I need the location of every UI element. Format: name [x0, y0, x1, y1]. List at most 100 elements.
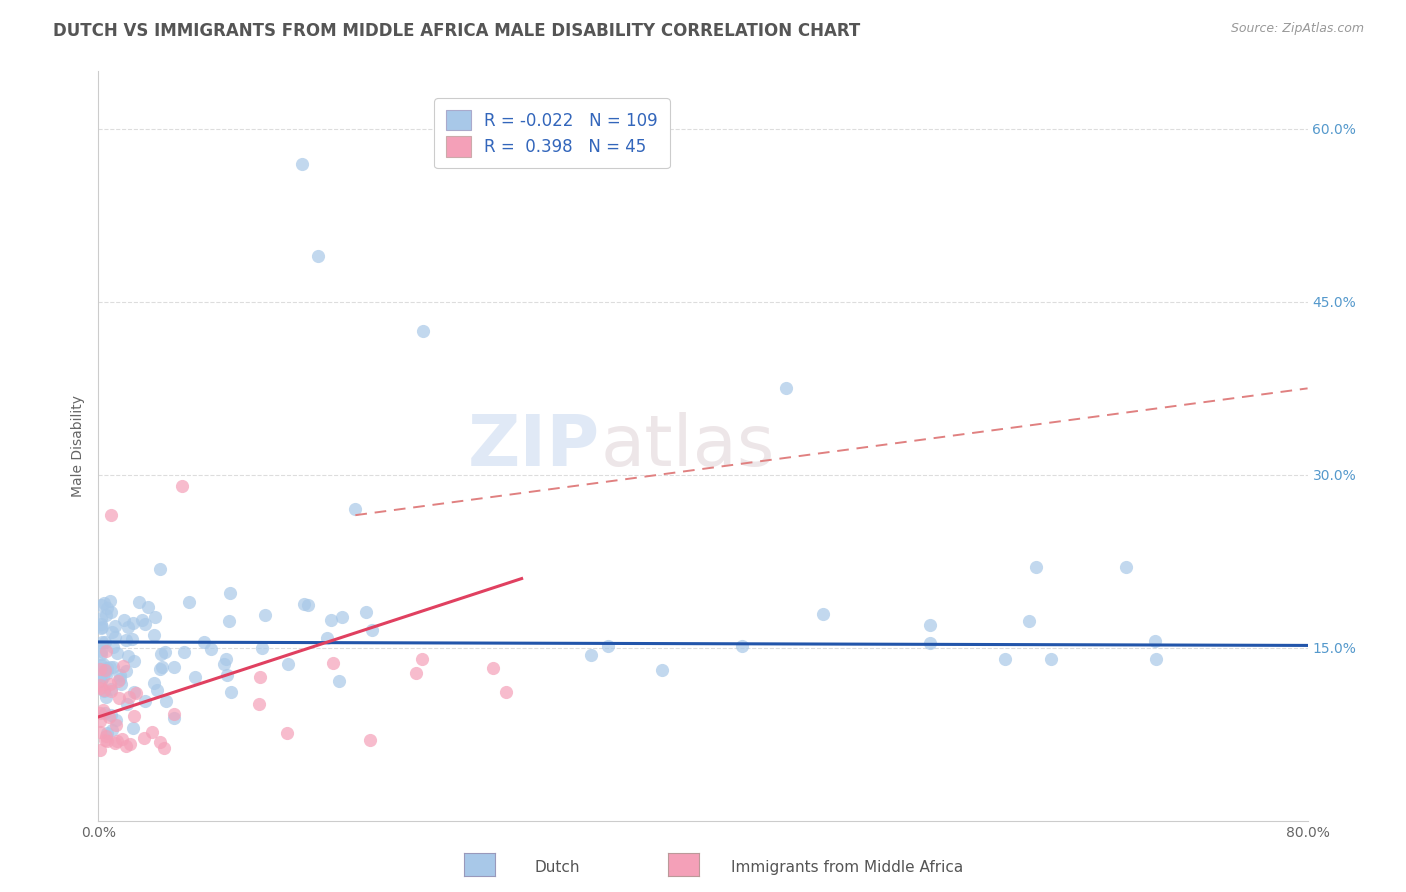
Point — [149, 663, 172, 677]
Point — [128, 595, 150, 609]
Text: DUTCH VS IMMIGRANTS FROM MIDDLE AFRICA MALE DISABILITY CORRELATION CHART: DUTCH VS IMMIGRANTS FROM MIDDLE AFRICA M… — [53, 22, 860, 40]
Point — [112, 659, 135, 673]
Point — [103, 640, 125, 654]
Point — [117, 649, 139, 664]
Point — [100, 683, 122, 698]
Point — [100, 508, 122, 523]
Point — [115, 632, 138, 647]
Point — [328, 674, 350, 689]
Point — [89, 714, 111, 728]
Point — [994, 652, 1017, 666]
Point — [90, 648, 112, 662]
Point — [405, 665, 427, 680]
Point — [93, 684, 115, 698]
Point — [412, 324, 434, 338]
Point — [200, 642, 222, 657]
Point — [122, 684, 145, 698]
Y-axis label: Male Disability: Male Disability — [72, 395, 86, 497]
Point — [90, 674, 112, 689]
Point — [813, 607, 835, 621]
Point — [101, 660, 124, 674]
Point — [134, 694, 156, 708]
Point — [96, 644, 118, 658]
Point — [219, 685, 242, 699]
Point — [90, 610, 112, 624]
Point — [96, 734, 118, 748]
Point — [91, 703, 114, 717]
Point — [322, 657, 344, 671]
Point — [179, 595, 201, 609]
Point — [219, 586, 242, 600]
Point — [89, 724, 111, 739]
Point — [121, 632, 143, 646]
Point — [108, 690, 131, 705]
Point — [193, 634, 215, 648]
Point — [107, 673, 129, 688]
Point — [163, 706, 186, 721]
Point — [91, 635, 114, 649]
Point — [173, 646, 195, 660]
Point — [100, 708, 122, 723]
Point — [579, 648, 602, 662]
Point — [108, 673, 131, 687]
Point — [354, 605, 377, 619]
Text: Dutch: Dutch — [534, 860, 579, 874]
Text: Immigrants from Middle Africa: Immigrants from Middle Africa — [731, 860, 963, 874]
Point — [163, 660, 186, 674]
Point — [292, 597, 315, 611]
Point — [110, 677, 132, 691]
Point — [344, 502, 367, 516]
Point — [1024, 560, 1046, 574]
Point — [277, 657, 299, 672]
Point — [89, 678, 111, 692]
Point — [149, 735, 172, 749]
Point — [1018, 614, 1040, 628]
Point — [149, 647, 172, 661]
Point — [94, 635, 117, 649]
Point — [125, 686, 148, 700]
Point — [247, 697, 270, 711]
Point — [115, 697, 138, 711]
Point — [105, 734, 128, 748]
Point — [94, 663, 117, 677]
Point — [101, 723, 124, 738]
Point — [254, 607, 277, 622]
Point — [111, 731, 134, 746]
Point — [100, 605, 122, 619]
Point — [90, 619, 112, 633]
Point — [100, 681, 122, 696]
Point — [1144, 633, 1167, 648]
Point — [1144, 652, 1167, 666]
Point — [145, 683, 167, 698]
Point — [96, 600, 118, 615]
Point — [731, 639, 754, 653]
Point — [94, 706, 117, 721]
Point — [98, 710, 121, 724]
Point — [89, 681, 111, 695]
Point — [100, 660, 122, 674]
Point — [110, 668, 132, 682]
Point — [96, 665, 118, 680]
Point — [152, 741, 174, 756]
Point — [98, 677, 121, 691]
Point — [212, 657, 235, 671]
Point — [217, 667, 239, 681]
Point — [775, 381, 797, 395]
Point — [330, 609, 353, 624]
Point — [118, 738, 141, 752]
Point — [114, 664, 136, 678]
Point — [104, 630, 127, 644]
Point — [89, 706, 111, 721]
Point — [1039, 652, 1062, 666]
Point — [90, 598, 112, 612]
Point — [114, 739, 136, 753]
Point — [291, 156, 314, 170]
Point — [134, 617, 156, 632]
Point — [94, 732, 117, 747]
Point — [170, 479, 193, 493]
Point — [360, 733, 382, 747]
Point — [136, 599, 159, 614]
Point — [143, 609, 166, 624]
Point — [101, 625, 124, 640]
Text: ZIP: ZIP — [468, 411, 600, 481]
